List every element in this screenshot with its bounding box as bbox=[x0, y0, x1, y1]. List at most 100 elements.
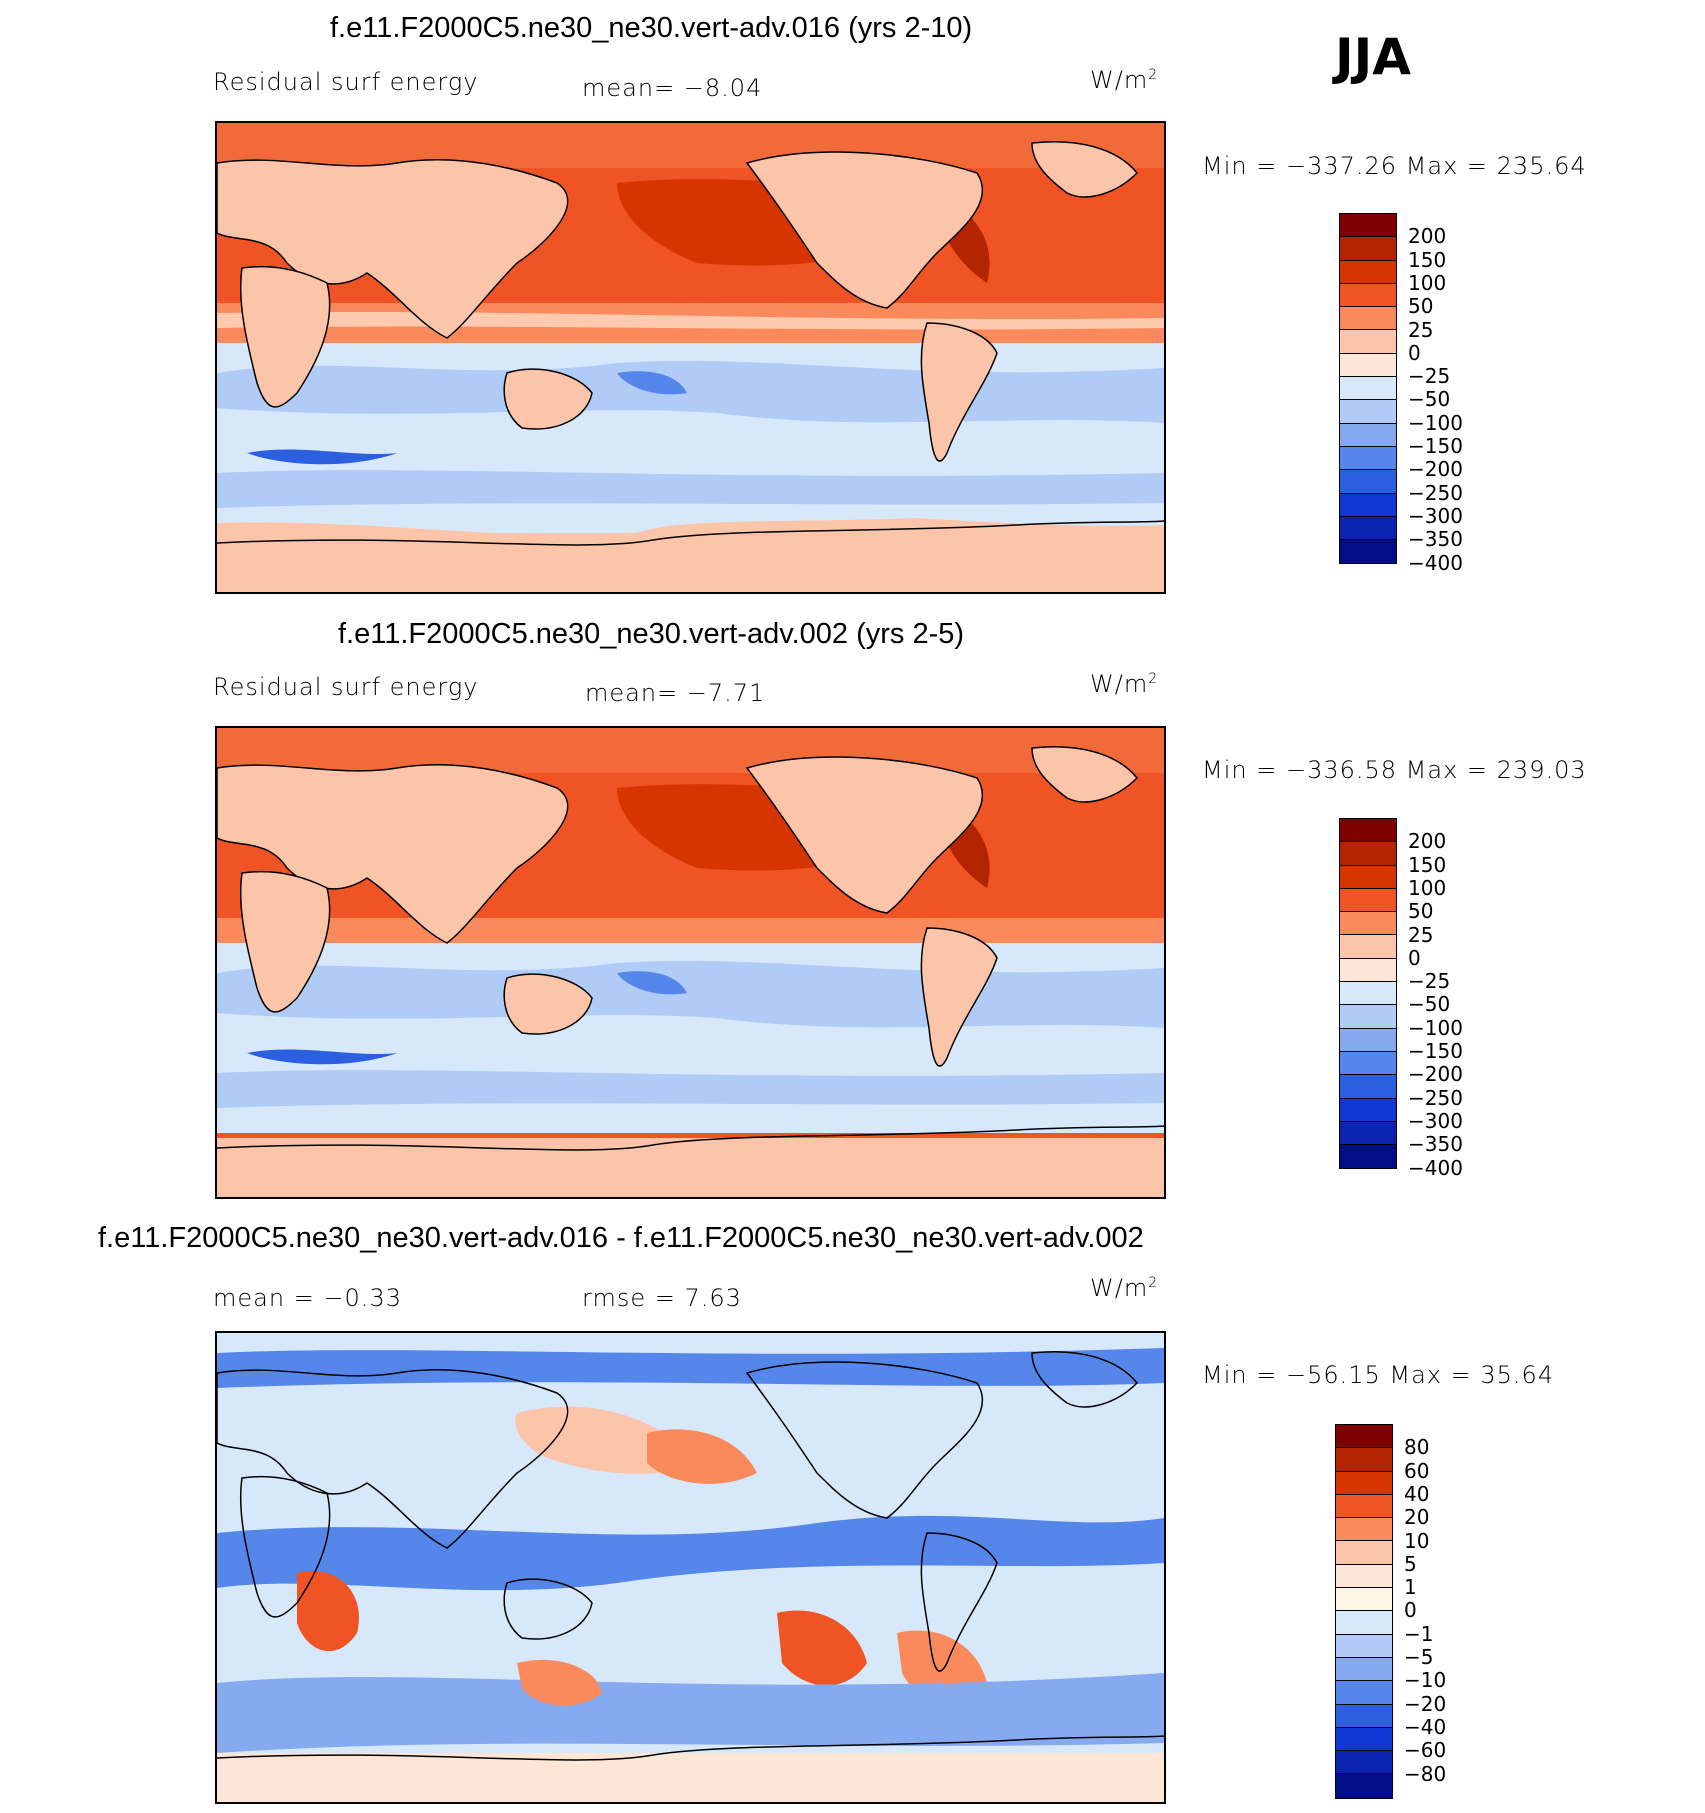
colorbar-tick-label: 25 bbox=[1408, 922, 1434, 947]
colorbar-swatch bbox=[1336, 1471, 1392, 1495]
colorbar-swatch bbox=[1336, 1588, 1392, 1612]
panel3-colorbar bbox=[1335, 1424, 1393, 1799]
colorbar-swatch bbox=[1340, 446, 1396, 471]
panel2-map bbox=[215, 726, 1166, 1199]
colorbar-tick-label: 40 bbox=[1404, 1481, 1430, 1506]
colorbar-tick-label: −100 bbox=[1408, 410, 1463, 435]
panel2-minmax: Min = −336.58 Max = 239.03 bbox=[1202, 756, 1587, 784]
colorbar-swatch bbox=[1340, 865, 1396, 889]
colorbar-tick-label: −400 bbox=[1408, 550, 1463, 575]
colorbar-swatch bbox=[1340, 1051, 1396, 1076]
colorbar-swatch bbox=[1336, 1727, 1392, 1752]
colorbar-tick-label: −250 bbox=[1408, 480, 1463, 505]
colorbar-tick-label: 50 bbox=[1408, 899, 1434, 924]
colorbar-tick-label: 100 bbox=[1408, 270, 1447, 295]
panel2-variable-label: Residual surf energy bbox=[213, 673, 479, 701]
panel2-mean-label: mean= −7.71 bbox=[585, 679, 766, 707]
colorbar-tick-label: 25 bbox=[1408, 317, 1434, 342]
colorbar-swatch bbox=[1336, 1518, 1392, 1542]
panel3-title: f.e11.F2000C5.ne30_ne30.vert-adv.016 - f… bbox=[98, 1222, 1144, 1254]
colorbar-tick-label: 0 bbox=[1404, 1598, 1417, 1623]
colorbar-swatch bbox=[1340, 888, 1396, 913]
colorbar-swatch bbox=[1340, 819, 1396, 843]
colorbar-swatch bbox=[1340, 307, 1396, 331]
colorbar-swatch bbox=[1336, 1564, 1392, 1589]
colorbar-tick-label: 200 bbox=[1408, 829, 1447, 854]
panel3-units: W/m2 bbox=[1090, 1274, 1159, 1302]
colorbar-tick-label: 150 bbox=[1408, 247, 1447, 272]
colorbar-tick-label: −50 bbox=[1408, 992, 1451, 1017]
colorbar-swatch bbox=[1340, 470, 1396, 494]
colorbar-swatch bbox=[1336, 1448, 1392, 1472]
colorbar-swatch bbox=[1340, 423, 1396, 447]
panel3-minmax: Min = −56.15 Max = 35.64 bbox=[1202, 1361, 1555, 1389]
colorbar-tick-label: −20 bbox=[1404, 1691, 1447, 1716]
colorbar-swatch bbox=[1336, 1425, 1392, 1449]
colorbar-swatch bbox=[1336, 1681, 1392, 1705]
colorbar-swatch bbox=[1340, 958, 1396, 983]
colorbar-swatch bbox=[1336, 1657, 1392, 1682]
panel1-colorbar bbox=[1339, 213, 1397, 565]
colorbar-swatch bbox=[1340, 935, 1396, 959]
colorbar-swatch bbox=[1340, 1098, 1396, 1122]
colorbar-swatch bbox=[1340, 516, 1396, 541]
colorbar-tick-label: −200 bbox=[1408, 1062, 1463, 1087]
colorbar-tick-label: −80 bbox=[1404, 1761, 1447, 1786]
colorbar-swatch bbox=[1340, 493, 1396, 517]
panel2-colorbar bbox=[1339, 818, 1397, 1170]
colorbar-tick-label: 200 bbox=[1408, 224, 1447, 249]
colorbar-swatch bbox=[1336, 1494, 1392, 1519]
colorbar-tick-label: −10 bbox=[1404, 1668, 1447, 1693]
colorbar-swatch bbox=[1340, 377, 1396, 401]
colorbar-tick-label: −60 bbox=[1404, 1738, 1447, 1763]
colorbar-tick-label: −350 bbox=[1408, 527, 1463, 552]
colorbar-tick-label: 100 bbox=[1408, 875, 1447, 900]
colorbar-swatch bbox=[1340, 842, 1396, 866]
panel2-units: W/m2 bbox=[1090, 670, 1159, 698]
colorbar-tick-label: 0 bbox=[1408, 340, 1421, 365]
season-label: JJA bbox=[1335, 28, 1411, 86]
colorbar-tick-label: 5 bbox=[1404, 1551, 1417, 1576]
colorbar-tick-label: −1 bbox=[1404, 1621, 1434, 1646]
colorbar-tick-label: 10 bbox=[1404, 1528, 1430, 1553]
colorbar-swatch bbox=[1340, 912, 1396, 936]
colorbar-tick-label: 60 bbox=[1404, 1458, 1430, 1483]
colorbar-tick-label: 1 bbox=[1404, 1575, 1417, 1600]
panel3-mean-label: mean = −0.33 bbox=[213, 1284, 402, 1312]
panel3-map bbox=[215, 1331, 1166, 1804]
panel1-minmax: Min = −337.26 Max = 235.64 bbox=[1202, 152, 1587, 180]
colorbar-swatch bbox=[1340, 330, 1396, 354]
colorbar-tick-label: −5 bbox=[1404, 1645, 1434, 1669]
colorbar-swatch bbox=[1336, 1751, 1392, 1775]
colorbar-tick-label: 150 bbox=[1408, 852, 1447, 877]
panel1-map bbox=[215, 121, 1166, 594]
colorbar-swatch bbox=[1336, 1541, 1392, 1565]
colorbar-tick-label: −300 bbox=[1408, 503, 1463, 528]
colorbar-swatch bbox=[1340, 353, 1396, 378]
colorbar-swatch bbox=[1336, 1634, 1392, 1658]
panel3-rmse-label: rmse = 7.63 bbox=[582, 1284, 742, 1312]
colorbar-swatch bbox=[1340, 283, 1396, 308]
colorbar-tick-label: 0 bbox=[1408, 945, 1421, 970]
colorbar-swatch bbox=[1340, 540, 1396, 564]
colorbar-swatch bbox=[1340, 260, 1396, 284]
panel2-title: f.e11.F2000C5.ne30_ne30.vert-adv.002 (yr… bbox=[338, 618, 965, 650]
colorbar-tick-label: −25 bbox=[1408, 364, 1451, 389]
colorbar-tick-label: −40 bbox=[1404, 1714, 1447, 1739]
colorbar-tick-label: −200 bbox=[1408, 457, 1463, 482]
colorbar-tick-label: 20 bbox=[1404, 1505, 1430, 1530]
colorbar-swatch bbox=[1340, 1028, 1396, 1052]
colorbar-swatch bbox=[1340, 214, 1396, 238]
colorbar-swatch bbox=[1336, 1704, 1392, 1728]
colorbar-swatch bbox=[1336, 1774, 1392, 1798]
colorbar-tick-label: −150 bbox=[1408, 1039, 1463, 1063]
colorbar-tick-label: −150 bbox=[1408, 434, 1463, 458]
colorbar-swatch bbox=[1340, 1075, 1396, 1099]
colorbar-tick-label: −400 bbox=[1408, 1155, 1463, 1180]
colorbar-swatch bbox=[1340, 1145, 1396, 1169]
panel1-variable-label: Residual surf energy bbox=[213, 68, 479, 96]
colorbar-tick-label: −100 bbox=[1408, 1015, 1463, 1040]
panel1-mean-label: mean= −8.04 bbox=[582, 74, 763, 102]
colorbar-tick-label: 50 bbox=[1408, 294, 1434, 319]
colorbar-swatch bbox=[1336, 1611, 1392, 1635]
